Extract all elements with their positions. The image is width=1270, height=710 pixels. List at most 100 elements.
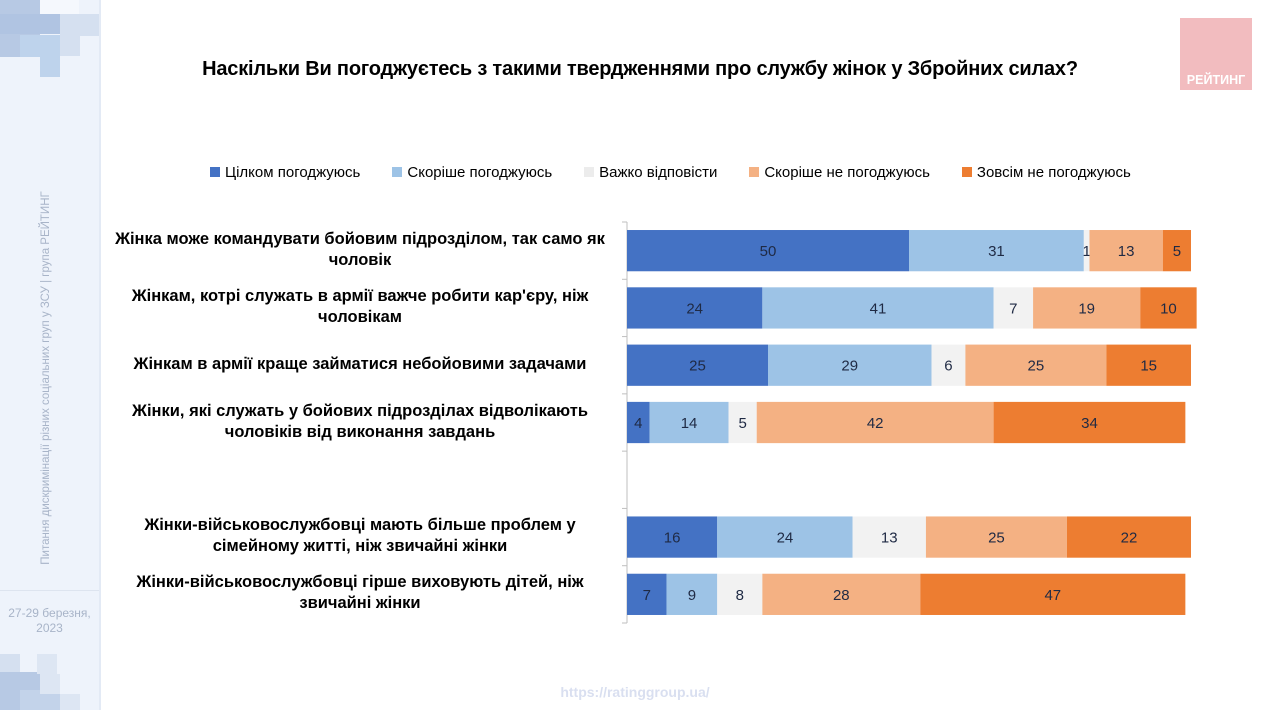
legend-label: Скоріше погоджуюсь bbox=[407, 163, 553, 181]
decor-block bbox=[40, 674, 60, 694]
legend-swatch bbox=[749, 167, 760, 177]
bar-segment bbox=[627, 230, 909, 272]
bar-segment bbox=[762, 573, 921, 615]
bar-segment bbox=[852, 516, 926, 558]
data-label: 4 bbox=[634, 415, 642, 432]
survey-date-line1: 27-29 березня, bbox=[8, 606, 91, 620]
legend-swatch bbox=[961, 167, 972, 177]
data-label: 10 bbox=[1160, 300, 1177, 317]
data-label: 25 bbox=[1028, 358, 1045, 375]
legend-swatch bbox=[392, 167, 403, 177]
data-label: 29 bbox=[841, 358, 858, 375]
category-label: Жінки-військовослужбовці мають більше пр… bbox=[144, 516, 576, 556]
data-label: 41 bbox=[870, 300, 887, 317]
bar-segment bbox=[627, 516, 718, 558]
data-label: 24 bbox=[777, 530, 794, 547]
bar-segment bbox=[717, 516, 853, 558]
data-label: 19 bbox=[1078, 300, 1095, 317]
data-label: 1 bbox=[1082, 243, 1090, 260]
data-label: 5 bbox=[1173, 243, 1181, 260]
legend-item: Скоріше погоджуюсь bbox=[392, 164, 552, 181]
decor-block bbox=[20, 35, 60, 57]
legend-label: Скоріше не погоджуюсь bbox=[764, 163, 930, 181]
bar-segment bbox=[627, 287, 763, 329]
data-label: 13 bbox=[1118, 243, 1135, 260]
legend-item: Важко відповісти bbox=[584, 164, 717, 181]
bar-segment bbox=[1033, 287, 1141, 329]
data-label: 25 bbox=[988, 530, 1005, 547]
legend-label: Зовсім не погоджуюсь bbox=[976, 163, 1131, 181]
bar-segment bbox=[993, 401, 1186, 444]
category-label: Жінки-військовослужбовці гірше виховують… bbox=[136, 573, 584, 613]
sidebar: Питання дискримінації різних соціальних … bbox=[0, 0, 101, 710]
data-label: 47 bbox=[1044, 587, 1061, 604]
bar-segment bbox=[756, 401, 994, 444]
category-label: Жінкам, котрі служать в армії важче роби… bbox=[131, 286, 589, 326]
bar-segment bbox=[1106, 344, 1191, 386]
bar-segment bbox=[1162, 230, 1191, 272]
bar-segment bbox=[909, 230, 1084, 272]
bar-segment bbox=[649, 401, 729, 444]
bar-segment bbox=[1066, 516, 1191, 558]
decor-block bbox=[60, 694, 80, 710]
decor-block bbox=[40, 0, 79, 14]
legend-item: Скоріше не погоджуюсь bbox=[749, 164, 930, 181]
bar-segment bbox=[768, 344, 932, 386]
data-label: 9 bbox=[688, 587, 696, 604]
decor-block bbox=[60, 14, 99, 36]
bar-segment bbox=[728, 401, 757, 444]
bar-segment bbox=[627, 573, 667, 615]
bar-segment bbox=[717, 573, 763, 615]
bar-segment bbox=[925, 516, 1067, 558]
legend-item: Зовсім не погоджуюсь bbox=[961, 163, 1131, 181]
decor-block bbox=[37, 654, 57, 674]
category-label: Жінкам в армії краще займатися небойовим… bbox=[133, 354, 587, 373]
bar-segment bbox=[1089, 230, 1163, 272]
data-label: 14 bbox=[681, 415, 698, 432]
bar-segment bbox=[993, 287, 1034, 329]
bar-segment bbox=[1140, 287, 1197, 329]
bar-segment bbox=[931, 344, 966, 386]
data-label: 6 bbox=[944, 358, 952, 375]
footer-url: https://ratinggroup.ua/ bbox=[560, 684, 710, 700]
legend-label: Цілком погоджуюсь bbox=[225, 163, 361, 181]
bar-segment bbox=[627, 401, 650, 444]
legend-label: Важко відповісти bbox=[599, 163, 718, 181]
data-label: 5 bbox=[738, 415, 746, 432]
legend-item: Цілком погоджуюсь bbox=[210, 164, 360, 181]
decor-block bbox=[40, 55, 60, 77]
data-label: 16 bbox=[664, 530, 681, 547]
bar-segment bbox=[965, 344, 1107, 386]
sidebar-divider bbox=[0, 590, 99, 591]
data-label: 25 bbox=[689, 358, 706, 375]
legend-swatch bbox=[584, 167, 595, 177]
data-label: 13 bbox=[881, 530, 898, 547]
survey-date-line2: 2023 bbox=[36, 621, 63, 635]
chart-legend: Цілком погоджуюсь Скоріше погоджуюсь Важко… bbox=[210, 162, 1163, 182]
category-label: Жінки, які служать у бойових підрозділах… bbox=[132, 401, 588, 441]
category-label: Жінка може командувати бойовим підрозділ… bbox=[115, 229, 605, 269]
bar-segment bbox=[666, 573, 718, 615]
bar-segment bbox=[1083, 230, 1090, 272]
logo-text: РЕЙТИНГ bbox=[1186, 73, 1246, 87]
data-label: 7 bbox=[1009, 300, 1017, 317]
data-label: 22 bbox=[1121, 530, 1138, 547]
data-label: 7 bbox=[643, 587, 651, 604]
data-label: 15 bbox=[1140, 358, 1157, 375]
decor-block bbox=[0, 14, 60, 34]
data-label: 24 bbox=[686, 300, 703, 317]
data-label: 8 bbox=[736, 587, 744, 604]
data-label: 34 bbox=[1081, 415, 1098, 432]
data-label: 50 bbox=[760, 243, 777, 260]
decor-block bbox=[20, 690, 60, 710]
chart-title: Наскільки Ви погоджуєтесь з такими тверд… bbox=[202, 58, 1078, 80]
bar-segment bbox=[627, 344, 768, 386]
data-label: 42 bbox=[867, 415, 884, 432]
bar-segment bbox=[920, 573, 1186, 615]
decor-block bbox=[60, 36, 80, 56]
bar-segment bbox=[762, 287, 994, 329]
legend-swatch bbox=[210, 167, 220, 177]
data-label: 31 bbox=[988, 243, 1005, 260]
survey-date: 27-29 березня, 2023 bbox=[0, 606, 99, 636]
